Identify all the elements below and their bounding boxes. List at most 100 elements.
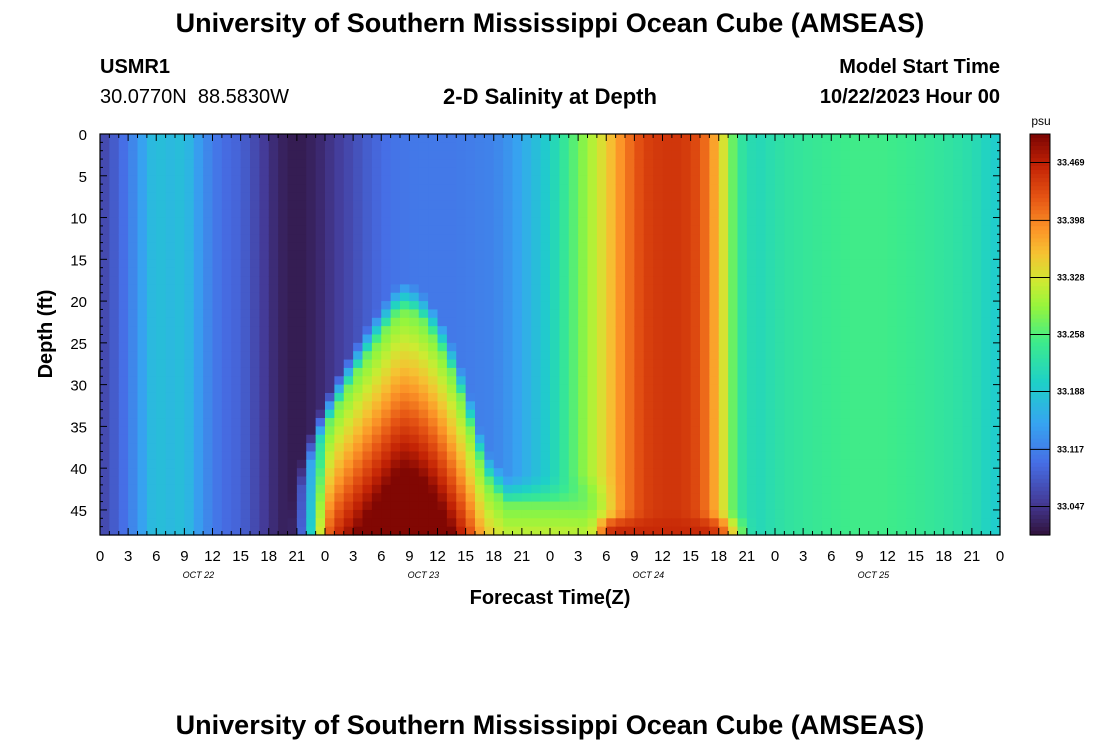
heatmap-cell <box>831 384 842 394</box>
heatmap-cell <box>334 134 345 143</box>
heatmap-cell <box>587 426 598 436</box>
heatmap-cell <box>446 317 457 327</box>
heatmap-cell <box>287 225 298 235</box>
heatmap-cell <box>287 317 298 327</box>
heatmap-cell <box>671 242 682 252</box>
heatmap-cell <box>146 518 157 528</box>
heatmap-cell <box>906 326 917 336</box>
heatmap-cell <box>653 351 664 361</box>
heatmap-cell <box>475 392 485 402</box>
heatmap-cell <box>418 267 429 277</box>
heatmap-cell <box>756 351 767 361</box>
heatmap-cell <box>428 459 439 469</box>
heatmap-cell <box>418 434 429 444</box>
heatmap-cell <box>268 426 279 436</box>
heatmap-cell <box>325 359 335 369</box>
heatmap-cell <box>278 451 289 461</box>
heatmap-cell <box>400 351 410 361</box>
heatmap-cell <box>681 317 692 327</box>
heatmap-cell <box>418 317 429 327</box>
heatmap-cell <box>400 167 410 177</box>
heatmap-cell <box>250 267 260 277</box>
heatmap-cell <box>971 192 982 202</box>
heatmap-cell <box>943 418 954 427</box>
heatmap-cell <box>596 484 607 494</box>
heatmap-cell <box>971 292 982 302</box>
heatmap-cell <box>850 317 860 327</box>
heatmap-cell <box>334 509 345 519</box>
heatmap-cell <box>343 451 354 461</box>
heatmap-cell <box>493 443 504 453</box>
heatmap-cell <box>868 334 879 344</box>
heatmap-cell <box>184 334 195 344</box>
heatmap-cell <box>971 367 982 377</box>
heatmap-cell <box>718 326 729 336</box>
heatmap-cell <box>850 367 860 377</box>
heatmap-cell <box>315 509 326 519</box>
heatmap-cell <box>156 301 167 311</box>
heatmap-cell <box>981 192 992 202</box>
heatmap-cell <box>381 334 392 344</box>
heatmap-cell <box>465 334 476 344</box>
heatmap-cell <box>343 342 354 352</box>
heatmap-cell <box>662 234 673 244</box>
heatmap-cell <box>353 276 364 285</box>
heatmap-cell <box>118 459 129 469</box>
heatmap-cell <box>662 342 673 352</box>
heatmap-cell <box>325 192 335 202</box>
heatmap-cell <box>465 443 476 453</box>
heatmap-cell <box>671 167 682 177</box>
heatmap-cell <box>859 200 870 210</box>
heatmap-cell <box>887 509 898 519</box>
heatmap-cell <box>315 217 326 227</box>
heatmap-cell <box>418 518 429 528</box>
heatmap-cell <box>746 167 757 177</box>
heatmap-cell <box>465 359 476 369</box>
heatmap-cell <box>784 242 795 252</box>
heatmap-cell <box>212 342 223 352</box>
x-tick-label: 3 <box>124 548 132 565</box>
heatmap-cell <box>990 518 1001 528</box>
heatmap-cell <box>400 418 410 427</box>
heatmap-cell <box>418 209 429 219</box>
heatmap-cell <box>643 459 654 469</box>
heatmap-cell <box>128 484 139 494</box>
heatmap-cell <box>550 367 560 377</box>
heatmap-cell <box>128 468 139 478</box>
heatmap-cell <box>943 234 954 244</box>
heatmap-cell <box>400 225 410 235</box>
heatmap-cell <box>371 276 382 285</box>
heatmap-cell <box>137 509 148 519</box>
heatmap-cell <box>859 234 870 244</box>
heatmap-cell <box>906 159 917 169</box>
heatmap-cell <box>990 326 1001 336</box>
heatmap-cell <box>184 242 195 252</box>
heatmap-cell <box>475 292 485 302</box>
heatmap-cell <box>203 292 214 302</box>
heatmap-cell <box>746 234 757 244</box>
heatmap-cell <box>953 367 964 377</box>
heatmap-cell <box>906 426 917 436</box>
heatmap-cell <box>906 351 917 361</box>
heatmap-cell <box>550 351 560 361</box>
heatmap-cell <box>287 459 298 469</box>
heatmap-cell <box>578 451 589 461</box>
heatmap-cell <box>550 301 560 311</box>
heatmap-cell <box>850 192 860 202</box>
heatmap-cell <box>128 192 139 202</box>
heatmap-cell <box>662 367 673 377</box>
heatmap-cell <box>184 401 195 411</box>
heatmap-cell <box>456 217 467 227</box>
heatmap-cell <box>484 392 495 402</box>
heatmap-cell <box>540 175 551 185</box>
heatmap-cell <box>109 468 120 478</box>
heatmap-cell <box>521 418 532 427</box>
heatmap-cell <box>559 409 570 419</box>
heatmap-cell <box>812 184 823 194</box>
heatmap-cell <box>700 409 710 419</box>
heatmap-cell <box>475 267 485 277</box>
heatmap-cell <box>221 342 232 352</box>
heatmap-cell <box>306 526 317 536</box>
heatmap-cell <box>128 409 139 419</box>
heatmap-cell <box>456 317 467 327</box>
